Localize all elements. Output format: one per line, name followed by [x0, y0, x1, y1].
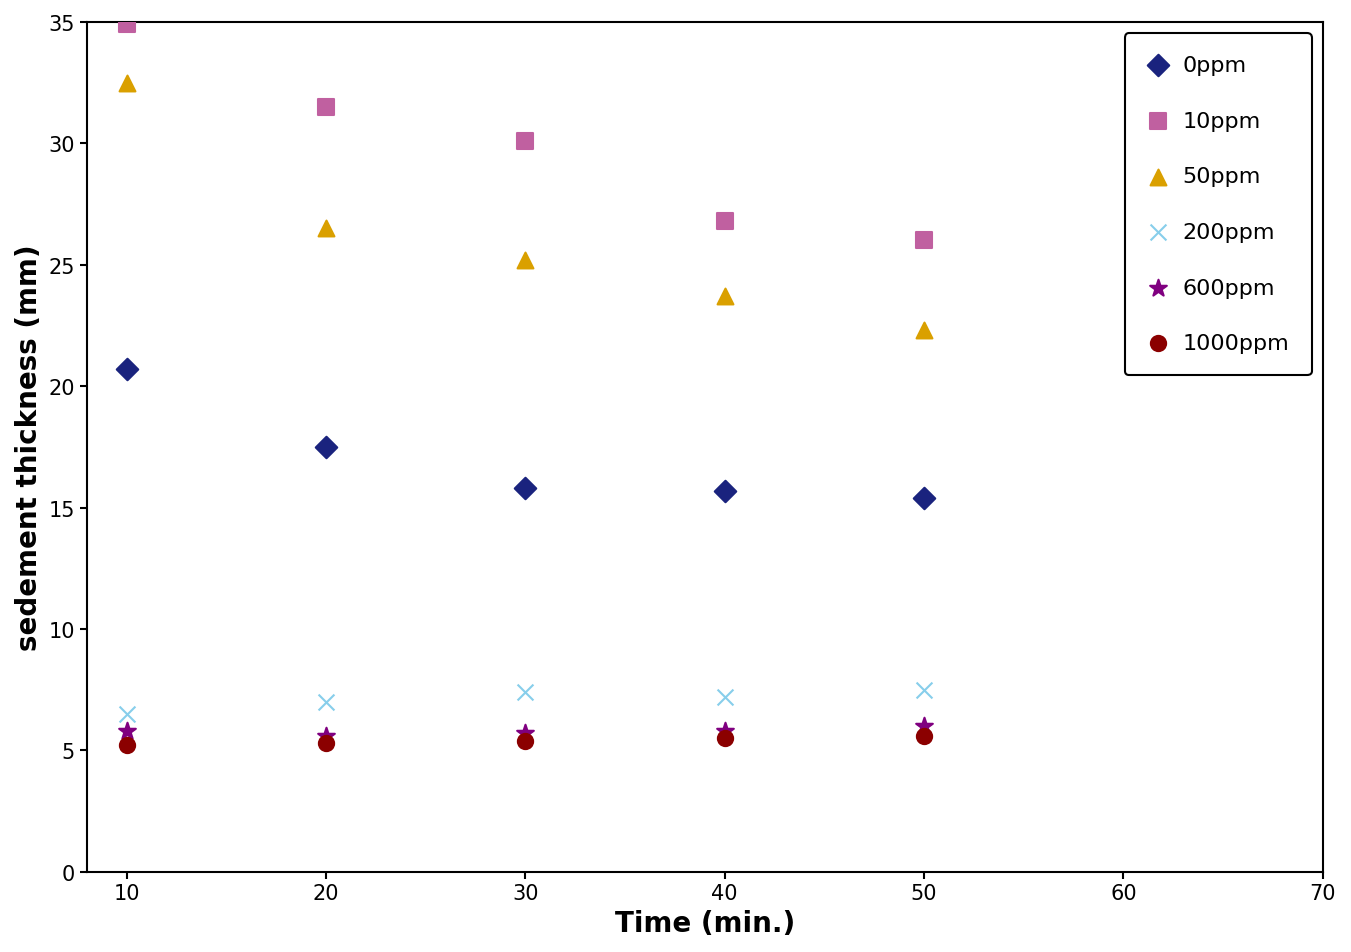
0ppm	[116, 362, 138, 377]
10ppm	[515, 134, 536, 149]
50ppm	[713, 289, 735, 305]
200ppm	[913, 683, 935, 698]
50ppm	[116, 76, 138, 91]
600ppm	[116, 724, 138, 739]
1000ppm	[315, 736, 336, 751]
600ppm	[515, 725, 536, 741]
200ppm	[315, 694, 336, 709]
200ppm	[116, 706, 138, 722]
200ppm	[515, 684, 536, 700]
1000ppm	[116, 738, 138, 753]
10ppm	[116, 18, 138, 33]
0ppm	[913, 490, 935, 506]
10ppm	[713, 214, 735, 229]
0ppm	[515, 481, 536, 496]
10ppm	[913, 233, 935, 248]
1000ppm	[515, 733, 536, 748]
600ppm	[315, 728, 336, 744]
Y-axis label: sedement thickness (mm): sedement thickness (mm)	[15, 245, 43, 650]
0ppm	[713, 484, 735, 499]
Legend: 0ppm, 10ppm, 50ppm, 200ppm, 600ppm, 1000ppm: 0ppm, 10ppm, 50ppm, 200ppm, 600ppm, 1000…	[1125, 34, 1312, 376]
600ppm	[713, 724, 735, 739]
10ppm	[315, 100, 336, 115]
600ppm	[913, 719, 935, 734]
1000ppm	[713, 731, 735, 746]
200ppm	[713, 689, 735, 704]
X-axis label: Time (min.): Time (min.)	[615, 909, 794, 937]
50ppm	[315, 222, 336, 237]
50ppm	[913, 324, 935, 339]
50ppm	[515, 253, 536, 268]
1000ppm	[913, 728, 935, 744]
0ppm	[315, 440, 336, 455]
